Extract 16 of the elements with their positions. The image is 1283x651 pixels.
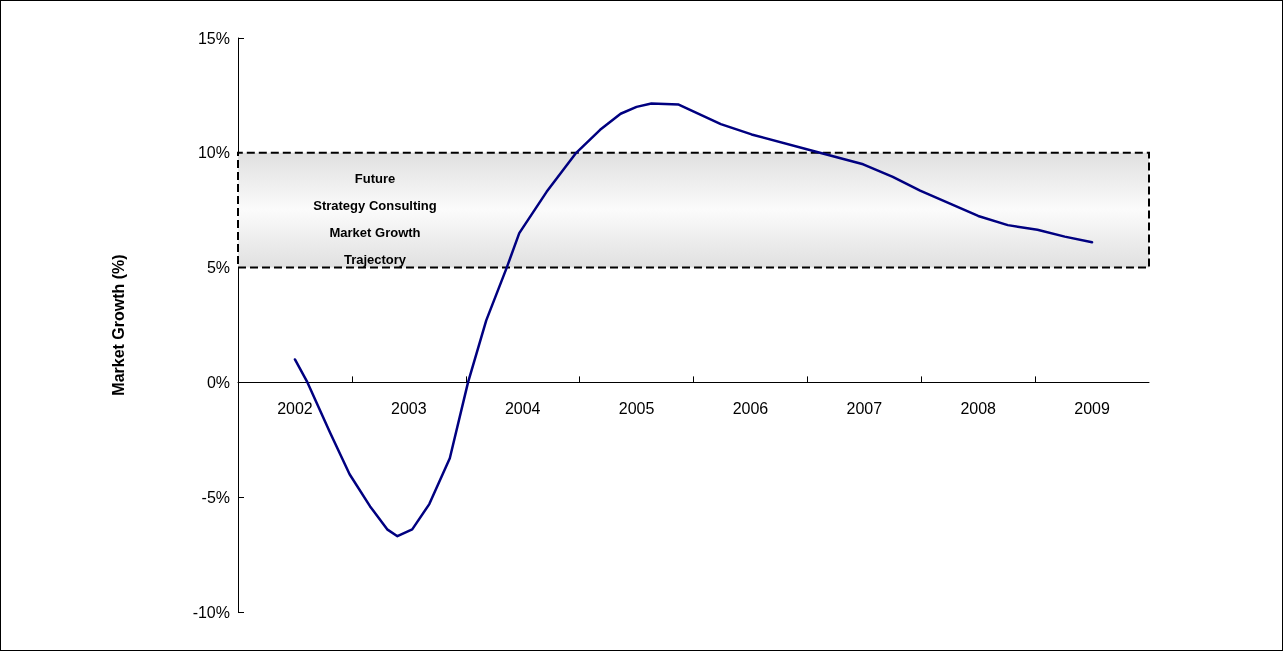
y-tick-label: 5% (206, 259, 230, 277)
y-tick-label: 10% (197, 144, 230, 162)
x-tick-label: 2005 (618, 399, 655, 417)
band-label: Future Strategy Consulting Market Growth Trajectory (313, 170, 437, 267)
x-tick-label: 2003 (391, 399, 427, 417)
y-tick-label: -5% (201, 488, 230, 506)
y-tick-label: 0% (206, 373, 230, 391)
x-tick-label: 2002 (277, 399, 313, 417)
y-axis-title: Market Growth (%) (109, 254, 127, 396)
y-tick-label: 15% (197, 29, 230, 47)
x-tick-label: 2006 (732, 399, 769, 417)
x-tick-label: 2004 (504, 399, 541, 417)
x-tick-label: 2008 (960, 399, 997, 417)
y-tick-label: -10% (192, 603, 230, 621)
x-tick-label: 2009 (1074, 399, 1110, 417)
x-tick-label: 2007 (846, 399, 883, 417)
